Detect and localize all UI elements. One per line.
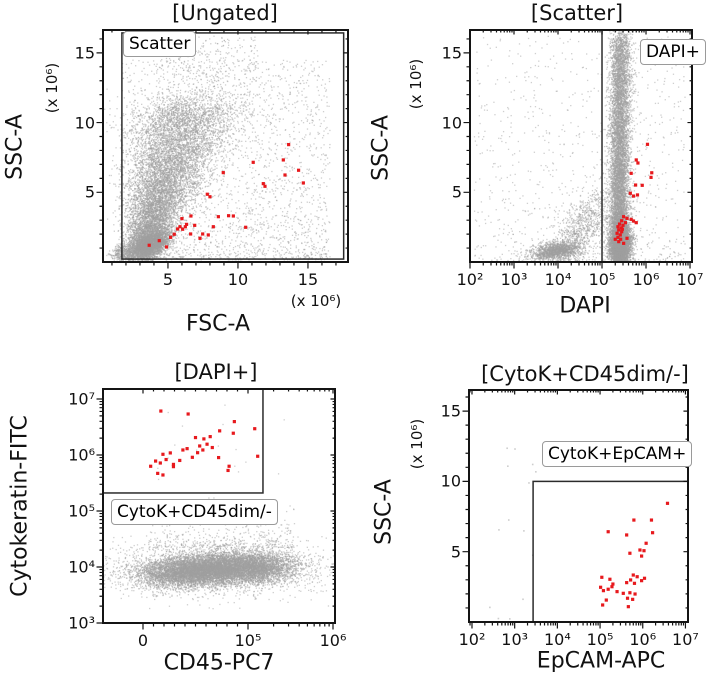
x-tick-label: 10⁵ [234,631,262,650]
y-tick-label: 15 [440,401,461,421]
x-tick-label: 10⁴ [543,630,571,649]
y-tick-label: 10⁴ [68,557,95,577]
y-tick-label: 10³ [68,613,95,633]
panel4-y-axis-label: SSC-A [371,479,397,545]
x-tick-label: 10³ [500,270,528,289]
x-tick-label: 10⁶ [632,270,660,289]
y-tick-label: 10⁶ [68,445,95,465]
panel3-x-axis-label: CD45-PC7 [163,650,275,676]
y-tick-label: 15 [74,43,95,63]
y-tick-label: 10⁵ [68,501,95,521]
panel1-title: [Ungated] [172,1,278,25]
panel1-x-axis-label: FSC-A [185,311,251,337]
y-tick-label: 10⁷ [68,389,95,409]
x-tick-label: 0 [137,631,149,650]
y-tick-label: 10 [441,113,462,133]
x-tick-label: 10⁴ [544,270,572,289]
gate-label-cytok-epcam-positive: CytoK+EpCAM+ [542,441,693,468]
gate-label-scatter: Scatter [123,31,197,58]
panel3-title: [DAPI+] [174,360,258,384]
panel4-y-axis-unit: (x 10⁶) [408,418,426,470]
panel3-y-axis-label: Cytokeratin-FITC [7,415,33,597]
x-tick-label: 5 [162,270,174,289]
x-tick-label: 10⁶ [629,630,657,649]
x-tick-label: 10⁷ [676,270,704,289]
y-tick-label: 5 [450,542,461,562]
x-tick-label: 10⁵ [586,630,614,649]
panel1-x-axis-unit: (x 10⁶) [290,292,342,310]
gate-label-dapi-positive: DAPI+ [640,39,706,66]
panel2-x-axis-label: DAPI [559,293,611,319]
panel1-y-axis-label: SSC-A [2,114,28,180]
y-tick-label: 15 [441,43,462,63]
panel2-title: [Scatter] [530,1,624,25]
x-tick-label: 10⁷ [672,630,699,649]
x-tick-label: 10³ [501,630,529,649]
x-tick-label: 10² [458,630,486,649]
x-tick-label: 10⁶ [319,631,347,650]
y-tick-label: 10 [74,113,95,133]
y-tick-label: 5 [451,182,462,202]
panel4-title: [CytoK+CD45dim/-] [481,362,689,386]
x-tick-label: 15 [297,270,319,289]
panel4-x-axis-label: EpCAM-APC [536,648,666,674]
x-tick-label: 10⁵ [588,270,616,289]
panel2-y-axis-label: SSC-A [368,115,394,181]
panel1-y-axis-unit: (x 10⁶) [43,62,61,114]
y-tick-label: 5 [84,182,95,202]
gate-label-cytok-cd45dim: CytoK+CD45dim/- [111,499,278,526]
x-tick-label: 10² [456,270,484,289]
y-tick-label: 10 [440,471,461,491]
x-tick-label: 10 [227,270,249,289]
panel2-y-axis-unit: (x 10⁶) [407,58,425,110]
